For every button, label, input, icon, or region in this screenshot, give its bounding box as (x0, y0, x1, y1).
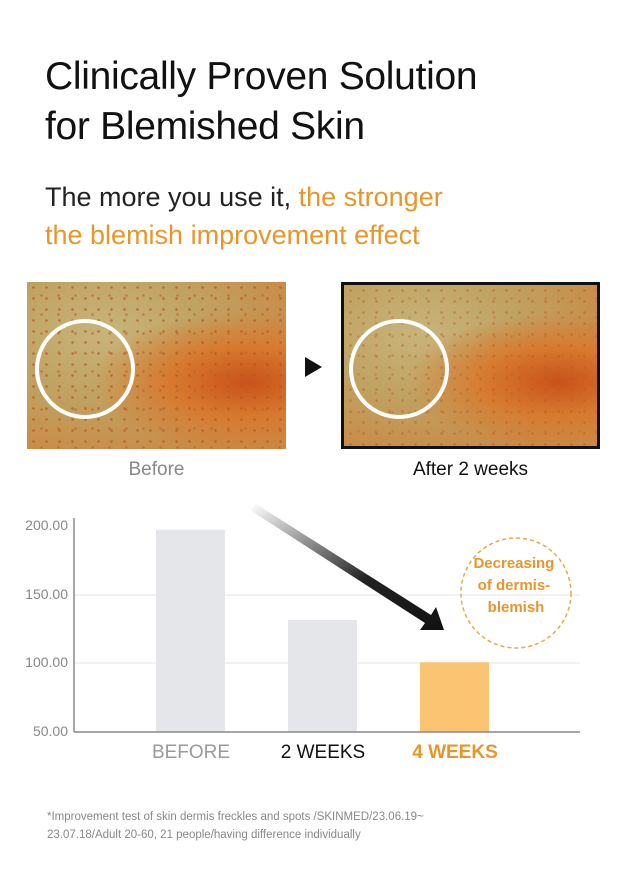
x-label-2-weeks: 2 WEEKS (280, 742, 366, 763)
trend-arrow (250, 504, 444, 630)
subheadline: The more you use it, the stronger the bl… (45, 182, 443, 250)
annotation-circle (460, 537, 572, 649)
after-caption: After 2 weeks (412, 459, 529, 480)
y-tick: 50.00 (32, 723, 68, 739)
annotation-line: blemish (488, 599, 545, 616)
y-tick: 200.00 (25, 517, 68, 533)
x-label-4-weeks: 4 WEEKS (412, 742, 498, 763)
highlight-circle (349, 319, 449, 419)
before-photo (27, 282, 286, 449)
annotation-line: of dermis- (478, 577, 551, 594)
y-tick: 100.00 (25, 654, 68, 670)
y-tick: 150.00 (25, 586, 68, 602)
arrow-right-icon (305, 357, 322, 377)
bar-before (156, 529, 225, 732)
before-caption: Before (128, 459, 185, 480)
annotation-line: Decreasing (473, 555, 554, 572)
footnote: *Improvement test of skin dermis freckle… (47, 811, 424, 841)
bar-4-weeks (420, 662, 489, 732)
x-label-before: BEFORE (151, 742, 231, 763)
highlight-circle (35, 319, 135, 419)
bar-2-weeks (288, 619, 357, 732)
headline: Clinically Proven Solution for Blemished… (45, 55, 478, 148)
svg-text:Decreasing of dermis- blem: Decreasing of dermis- blemish (473, 555, 558, 616)
after-photo (341, 282, 600, 449)
